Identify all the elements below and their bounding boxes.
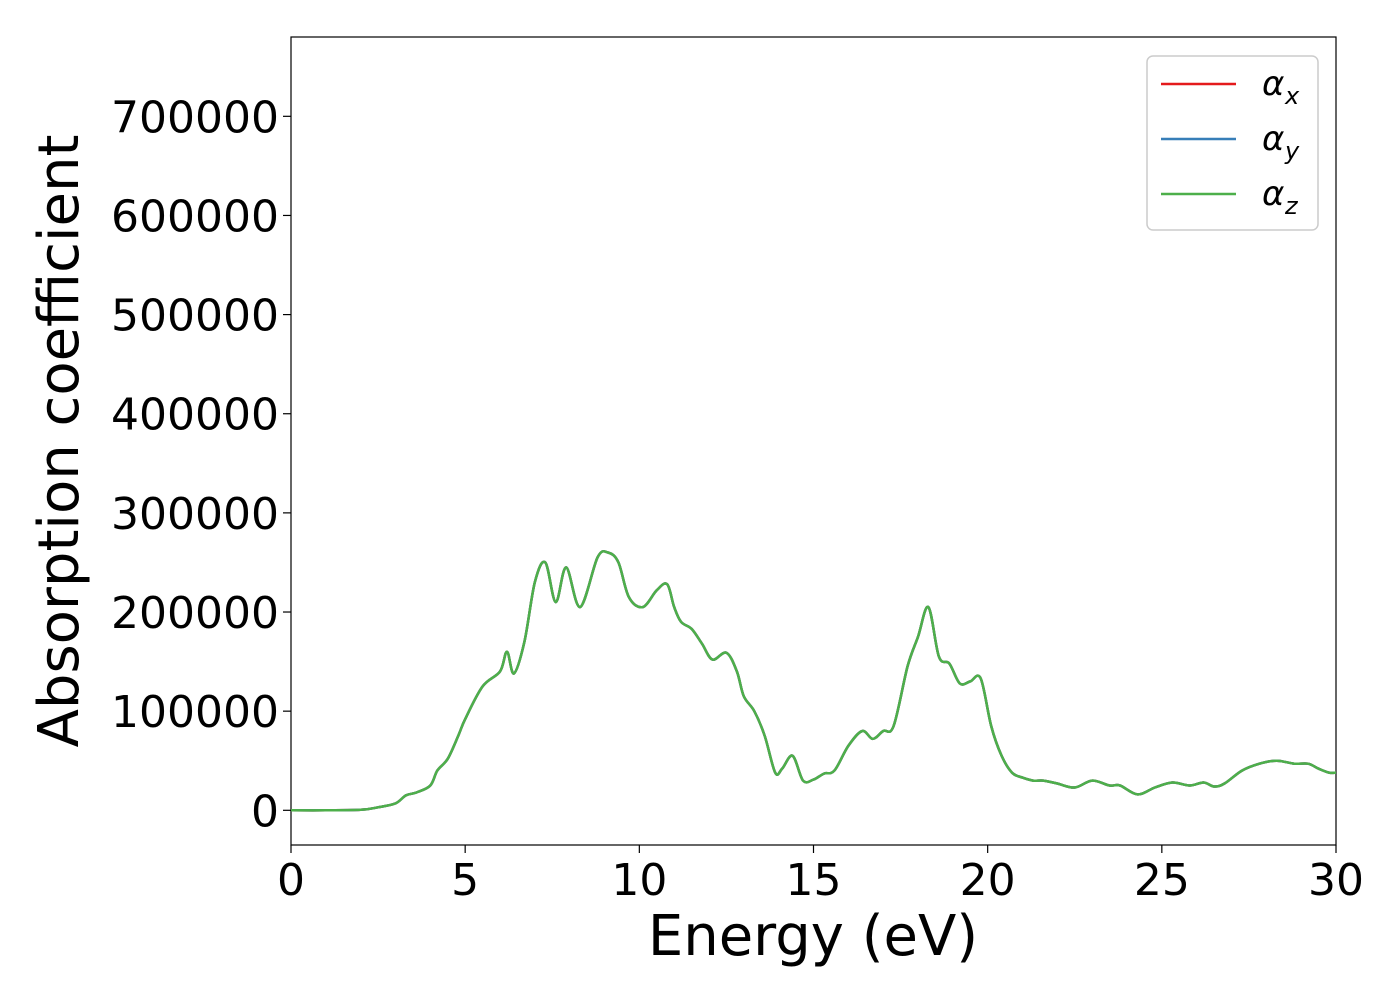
x-axis-label: Energy (eV) <box>648 904 978 969</box>
y-axis: 0 100000 200000 300000 400000 500000 600000 700… <box>111 92 291 837</box>
legend: α xα yα z <box>1146 55 1319 231</box>
y-tick-label: 400000 <box>111 390 279 441</box>
legend-label-subscript-x: x <box>1284 82 1300 110</box>
x-tick-label: 10 <box>611 855 667 906</box>
x-tick-label: 25 <box>1134 855 1190 906</box>
x-tick-label: 5 <box>451 855 479 906</box>
y-tick-label: 700000 <box>111 92 279 143</box>
legend-label-subscript-y: y <box>1284 137 1300 165</box>
legend-label-y: α <box>1262 119 1284 159</box>
x-tick-label: 15 <box>786 855 842 906</box>
y-tick-label: 500000 <box>111 291 279 342</box>
x-tick-label: 20 <box>960 855 1016 906</box>
y-tick-label: 300000 <box>111 489 279 540</box>
y-tick-label: 100000 <box>111 687 279 738</box>
series-layer <box>290 550 1337 812</box>
series-line-z <box>290 550 1337 812</box>
x-tick-label: 30 <box>1308 855 1364 906</box>
x-axis: 0 5 10 15 20 25 30 <box>277 845 1364 906</box>
x-tick-label: 0 <box>277 855 305 906</box>
legend-label-subscript-z: z <box>1284 192 1299 220</box>
y-axis-label: Absorption coefficient <box>27 135 92 748</box>
legend-box <box>1146 55 1319 231</box>
y-tick-label: 600000 <box>111 191 279 242</box>
legend-label-x: α <box>1262 64 1284 104</box>
series-line-x <box>290 550 1337 812</box>
y-tick-label: 0 <box>251 786 279 837</box>
legend-label-z: α <box>1262 174 1284 214</box>
series-line-y <box>290 550 1337 812</box>
y-tick-label: 200000 <box>111 588 279 639</box>
